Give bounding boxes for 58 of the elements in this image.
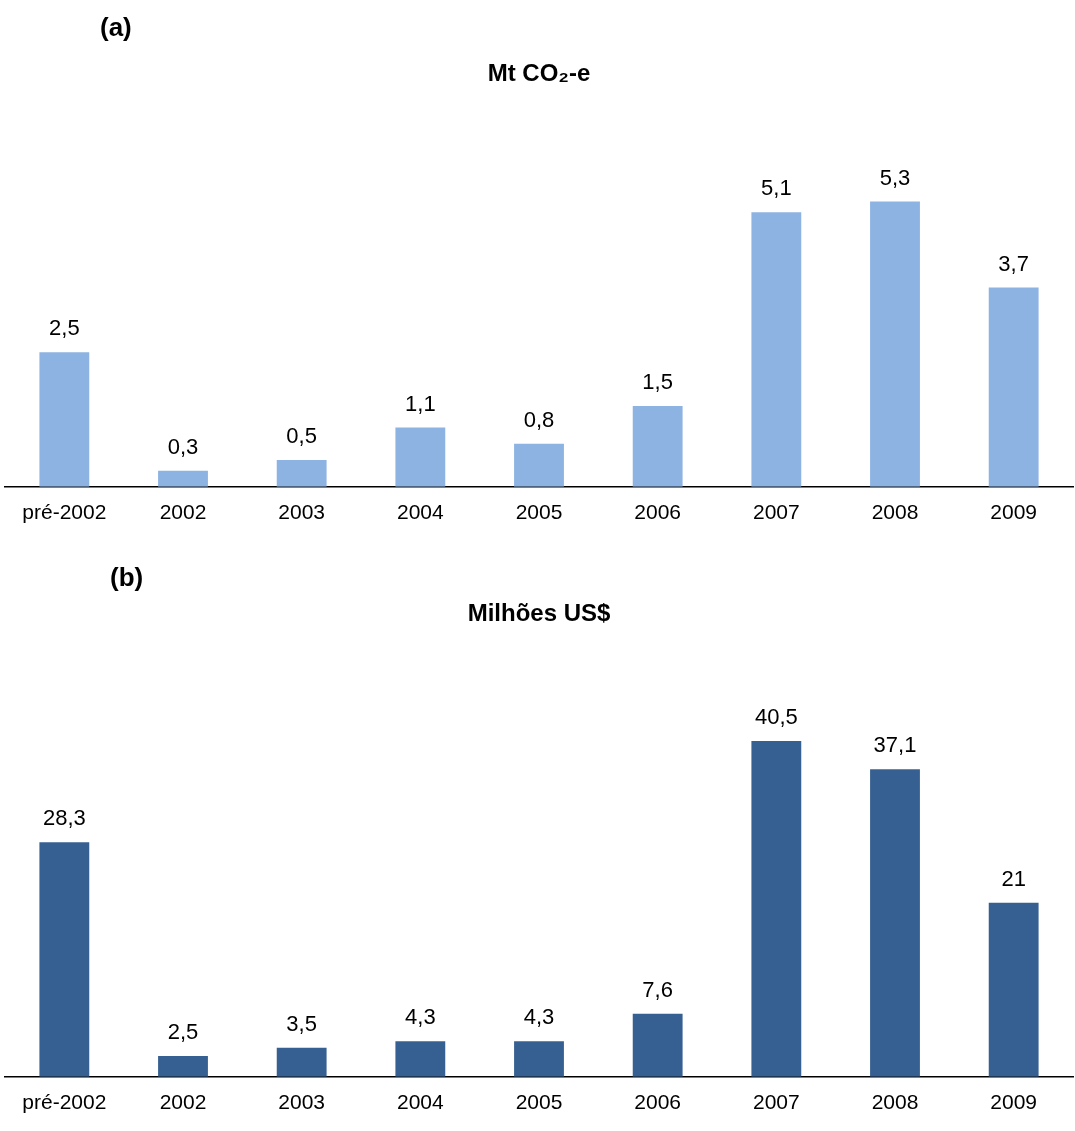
data-label: 1,1 [405, 390, 436, 416]
chart-title: Milhões US$ [467, 599, 611, 627]
data-label: 4,3 [523, 1004, 555, 1030]
x-tick-label: 2009 [990, 1090, 1038, 1114]
bar [276, 459, 327, 487]
data-label: 7,6 [642, 976, 673, 1002]
data-label: 37,1 [873, 732, 917, 758]
bar [514, 443, 564, 487]
data-label: 0,5 [286, 422, 317, 448]
x-tick-label: 2004 [396, 500, 445, 524]
x-tick-label: 2002 [159, 1090, 207, 1114]
data-label: 3,7 [998, 250, 1029, 276]
data-label: 5,1 [761, 175, 792, 201]
x-tick-label: 2006 [634, 1090, 682, 1114]
data-label: 21 [1001, 865, 1026, 891]
chart-title: Mt CO₂-e [487, 59, 591, 87]
data-label: 4,3 [405, 1004, 436, 1030]
bar [751, 741, 802, 1077]
bar [39, 352, 90, 487]
bar [158, 470, 208, 487]
x-tick-label: 2004 [396, 1090, 445, 1114]
x-tick-label: 2005 [515, 500, 563, 524]
x-tick-label: 2005 [515, 1090, 563, 1114]
bar [751, 212, 802, 487]
data-label: 2,5 [49, 315, 80, 341]
data-label: 0,8 [523, 406, 555, 432]
text: (b) [110, 562, 144, 593]
bar [632, 406, 683, 487]
bar [988, 902, 1039, 1077]
data-label: 28,3 [42, 805, 86, 831]
bar [395, 1041, 446, 1077]
data-label: 2,5 [167, 1019, 199, 1045]
bar [632, 1013, 683, 1077]
bar [158, 1056, 208, 1077]
data-label: 1,5 [642, 369, 673, 395]
bar [870, 769, 920, 1077]
x-tick-label: 2003 [278, 1090, 326, 1114]
bar [514, 1041, 564, 1077]
x-tick-label: pré-2002 [22, 1090, 107, 1114]
x-tick-label: 2007 [752, 500, 800, 524]
bar [870, 201, 920, 487]
bar [276, 1047, 327, 1077]
data-label: 0,3 [167, 433, 199, 459]
data-label: 3,5 [286, 1010, 317, 1036]
data-label: 40,5 [754, 704, 798, 730]
text: (a) [100, 12, 132, 43]
x-tick-label: 2006 [634, 500, 682, 524]
x-tick-label: 2007 [752, 1090, 800, 1114]
data-label: 5,3 [879, 164, 911, 190]
x-tick-label: 2003 [278, 500, 326, 524]
bar [39, 842, 90, 1077]
x-tick-label: 2009 [990, 500, 1038, 524]
x-tick-label: 2008 [871, 500, 919, 524]
x-tick-label: 2002 [159, 500, 207, 524]
x-tick-label: 2008 [871, 1090, 919, 1114]
x-tick-label: pré-2002 [22, 500, 107, 524]
bar [395, 427, 446, 487]
bar [988, 287, 1039, 487]
